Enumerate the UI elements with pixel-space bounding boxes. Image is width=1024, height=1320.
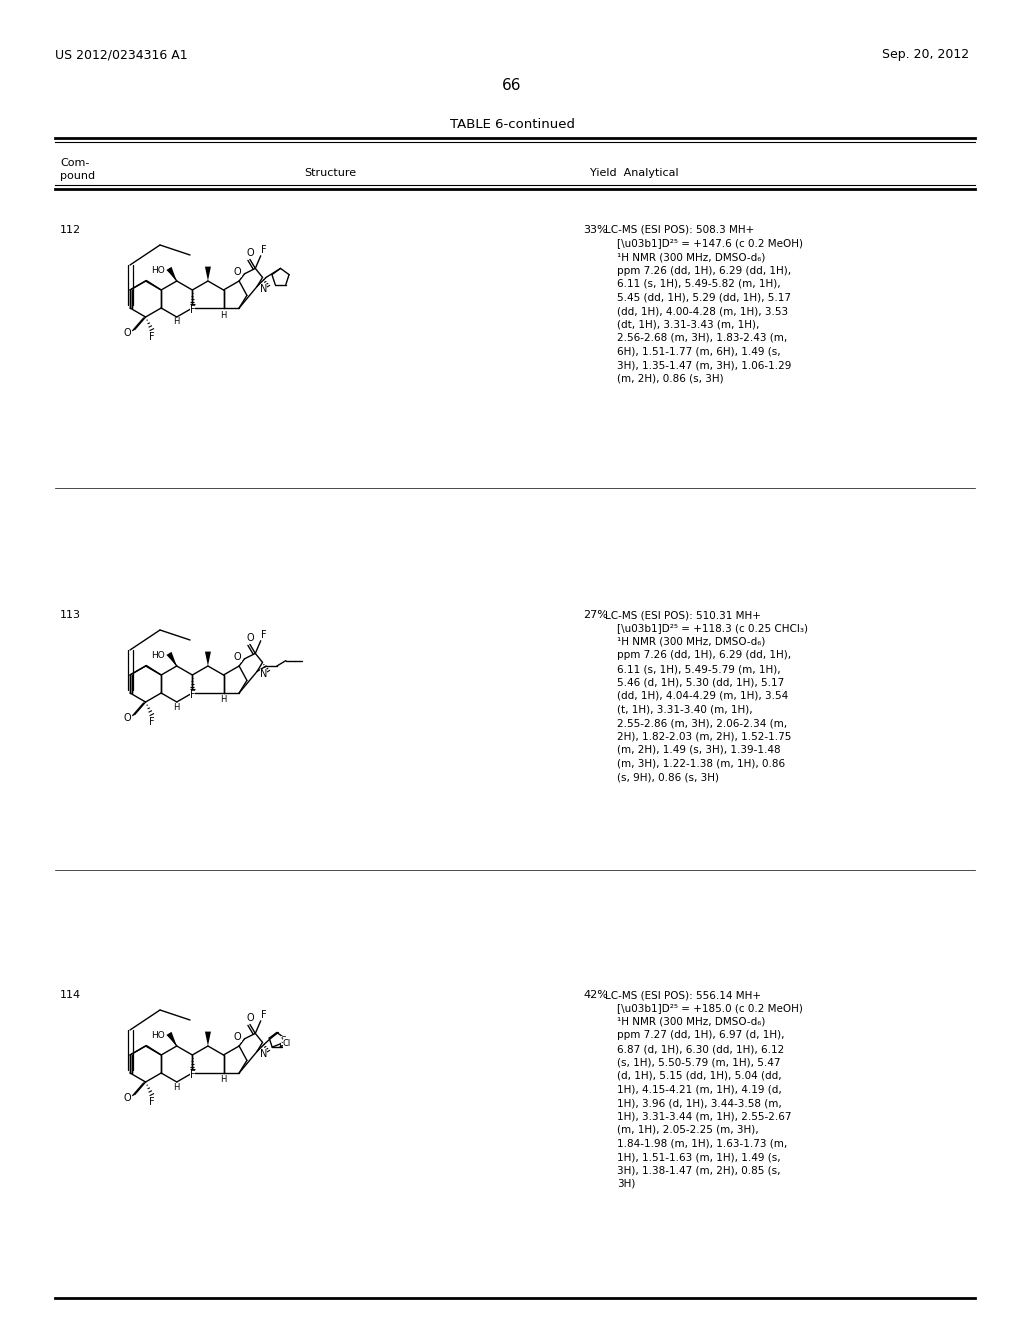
Text: Sep. 20, 2012: Sep. 20, 2012 bbox=[882, 48, 969, 61]
Text: O: O bbox=[123, 329, 131, 338]
Text: H: H bbox=[220, 1076, 226, 1085]
Text: (m, 2H), 1.49 (s, 3H), 1.39-1.48: (m, 2H), 1.49 (s, 3H), 1.39-1.48 bbox=[617, 744, 780, 755]
Polygon shape bbox=[167, 1032, 177, 1045]
Text: O: O bbox=[123, 1093, 131, 1104]
Text: N: N bbox=[260, 284, 267, 294]
Text: ¹H NMR (300 MHz, DMSO-d₆): ¹H NMR (300 MHz, DMSO-d₆) bbox=[617, 252, 765, 261]
Text: 112: 112 bbox=[60, 224, 81, 235]
Text: [\u03b1]D²⁵ = +185.0 (c 0.2 MeOH): [\u03b1]D²⁵ = +185.0 (c 0.2 MeOH) bbox=[617, 1003, 803, 1014]
Text: 1H), 3.31-3.44 (m, 1H), 2.55-2.67: 1H), 3.31-3.44 (m, 1H), 2.55-2.67 bbox=[617, 1111, 792, 1122]
Text: [\u03b1]D²⁵ = +118.3 (c 0.25 CHCl₃): [\u03b1]D²⁵ = +118.3 (c 0.25 CHCl₃) bbox=[617, 623, 808, 634]
Text: 6.11 (s, 1H), 5.49-5.82 (m, 1H),: 6.11 (s, 1H), 5.49-5.82 (m, 1H), bbox=[617, 279, 780, 289]
Text: H: H bbox=[174, 318, 180, 326]
Text: H: H bbox=[174, 1082, 180, 1092]
Text: (dt, 1H), 3.31-3.43 (m, 1H),: (dt, 1H), 3.31-3.43 (m, 1H), bbox=[617, 319, 760, 330]
Text: 27%: 27% bbox=[583, 610, 608, 620]
Text: (s, 9H), 0.86 (s, 3H): (s, 9H), 0.86 (s, 3H) bbox=[617, 772, 719, 781]
Text: 3H), 1.38-1.47 (m, 2H), 0.85 (s,: 3H), 1.38-1.47 (m, 2H), 0.85 (s, bbox=[617, 1166, 780, 1176]
Text: 6H), 1.51-1.77 (m, 6H), 1.49 (s,: 6H), 1.51-1.77 (m, 6H), 1.49 (s, bbox=[617, 346, 780, 356]
Text: HO: HO bbox=[152, 265, 165, 275]
Text: 3H): 3H) bbox=[617, 1179, 635, 1189]
Text: 6.11 (s, 1H), 5.49-5.79 (m, 1H),: 6.11 (s, 1H), 5.49-5.79 (m, 1H), bbox=[617, 664, 780, 675]
Text: F: F bbox=[261, 630, 266, 640]
Text: 1H), 1.51-1.63 (m, 1H), 1.49 (s,: 1H), 1.51-1.63 (m, 1H), 1.49 (s, bbox=[617, 1152, 780, 1162]
Polygon shape bbox=[205, 652, 211, 667]
Text: N: N bbox=[260, 669, 267, 680]
Text: 1.84-1.98 (m, 1H), 1.63-1.73 (m,: 1.84-1.98 (m, 1H), 1.63-1.73 (m, bbox=[617, 1138, 787, 1148]
Text: Com-: Com- bbox=[60, 158, 89, 168]
Text: 2.56-2.68 (m, 3H), 1.83-2.43 (m,: 2.56-2.68 (m, 3H), 1.83-2.43 (m, bbox=[617, 333, 787, 343]
Polygon shape bbox=[167, 652, 177, 667]
Text: N: N bbox=[260, 1049, 267, 1060]
Text: Yield  Analytical: Yield Analytical bbox=[590, 168, 679, 178]
Text: ppm 7.27 (dd, 1H), 6.97 (d, 1H),: ppm 7.27 (dd, 1H), 6.97 (d, 1H), bbox=[617, 1031, 784, 1040]
Text: F: F bbox=[189, 1071, 196, 1080]
Text: 2.55-2.86 (m, 3H), 2.06-2.34 (m,: 2.55-2.86 (m, 3H), 2.06-2.34 (m, bbox=[617, 718, 787, 729]
Text: 66: 66 bbox=[502, 78, 522, 92]
Text: Structure: Structure bbox=[304, 168, 356, 178]
Text: 5.45 (dd, 1H), 5.29 (dd, 1H), 5.17: 5.45 (dd, 1H), 5.29 (dd, 1H), 5.17 bbox=[617, 293, 791, 302]
Text: H: H bbox=[220, 696, 226, 705]
Text: F: F bbox=[189, 690, 196, 701]
Text: (dd, 1H), 4.00-4.28 (m, 1H), 3.53: (dd, 1H), 4.00-4.28 (m, 1H), 3.53 bbox=[617, 306, 788, 315]
Text: ppm 7.26 (dd, 1H), 6.29 (dd, 1H),: ppm 7.26 (dd, 1H), 6.29 (dd, 1H), bbox=[617, 651, 792, 660]
Text: HO: HO bbox=[152, 651, 165, 660]
Text: O: O bbox=[246, 632, 254, 643]
Text: 5.46 (d, 1H), 5.30 (dd, 1H), 5.17: 5.46 (d, 1H), 5.30 (dd, 1H), 5.17 bbox=[617, 677, 784, 688]
Text: ppm 7.26 (dd, 1H), 6.29 (dd, 1H),: ppm 7.26 (dd, 1H), 6.29 (dd, 1H), bbox=[617, 265, 792, 276]
Text: O: O bbox=[233, 1032, 242, 1041]
Text: F: F bbox=[261, 1010, 266, 1020]
Text: F: F bbox=[150, 1097, 155, 1106]
Text: O: O bbox=[123, 713, 131, 723]
Polygon shape bbox=[205, 1032, 211, 1045]
Text: LC-MS (ESI POS): 510.31 MH+: LC-MS (ESI POS): 510.31 MH+ bbox=[605, 610, 761, 620]
Text: H: H bbox=[220, 310, 226, 319]
Text: (t, 1H), 3.31-3.40 (m, 1H),: (t, 1H), 3.31-3.40 (m, 1H), bbox=[617, 705, 753, 714]
Text: 1H), 4.15-4.21 (m, 1H), 4.19 (d,: 1H), 4.15-4.21 (m, 1H), 4.19 (d, bbox=[617, 1085, 781, 1094]
Text: F: F bbox=[189, 305, 196, 315]
Polygon shape bbox=[167, 267, 177, 281]
Text: S: S bbox=[281, 1036, 287, 1045]
Polygon shape bbox=[205, 267, 211, 281]
Text: LC-MS (ESI POS): 556.14 MH+: LC-MS (ESI POS): 556.14 MH+ bbox=[605, 990, 761, 1001]
Text: (m, 1H), 2.05-2.25 (m, 3H),: (m, 1H), 2.05-2.25 (m, 3H), bbox=[617, 1125, 759, 1135]
Text: O: O bbox=[233, 267, 242, 277]
Text: HO: HO bbox=[152, 1031, 165, 1040]
Text: (m, 3H), 1.22-1.38 (m, 1H), 0.86: (m, 3H), 1.22-1.38 (m, 1H), 0.86 bbox=[617, 759, 785, 768]
Text: ¹H NMR (300 MHz, DMSO-d₆): ¹H NMR (300 MHz, DMSO-d₆) bbox=[617, 1016, 765, 1027]
Text: F: F bbox=[261, 246, 266, 255]
Text: 114: 114 bbox=[60, 990, 81, 1001]
Text: O: O bbox=[246, 1012, 254, 1023]
Text: US 2012/0234316 A1: US 2012/0234316 A1 bbox=[55, 48, 187, 61]
Text: (dd, 1H), 4.04-4.29 (m, 1H), 3.54: (dd, 1H), 4.04-4.29 (m, 1H), 3.54 bbox=[617, 690, 788, 701]
Text: F: F bbox=[150, 717, 155, 726]
Text: 2H), 1.82-2.03 (m, 2H), 1.52-1.75: 2H), 1.82-2.03 (m, 2H), 1.52-1.75 bbox=[617, 731, 792, 742]
Text: (s, 1H), 5.50-5.79 (m, 1H), 5.47: (s, 1H), 5.50-5.79 (m, 1H), 5.47 bbox=[617, 1057, 780, 1068]
Text: TABLE 6-continued: TABLE 6-continued bbox=[450, 117, 574, 131]
Text: F: F bbox=[150, 331, 155, 342]
Text: (d, 1H), 5.15 (dd, 1H), 5.04 (dd,: (d, 1H), 5.15 (dd, 1H), 5.04 (dd, bbox=[617, 1071, 781, 1081]
Text: 113: 113 bbox=[60, 610, 81, 620]
Text: ¹H NMR (300 MHz, DMSO-d₆): ¹H NMR (300 MHz, DMSO-d₆) bbox=[617, 638, 765, 647]
Text: 42%: 42% bbox=[583, 990, 608, 1001]
Text: Cl: Cl bbox=[283, 1039, 291, 1048]
Text: 33%: 33% bbox=[583, 224, 607, 235]
Text: pound: pound bbox=[60, 172, 95, 181]
Text: (m, 2H), 0.86 (s, 3H): (m, 2H), 0.86 (s, 3H) bbox=[617, 374, 724, 384]
Text: O: O bbox=[246, 248, 254, 257]
Text: [\u03b1]D²⁵ = +147.6 (c 0.2 MeOH): [\u03b1]D²⁵ = +147.6 (c 0.2 MeOH) bbox=[617, 239, 803, 248]
Text: 3H), 1.35-1.47 (m, 3H), 1.06-1.29: 3H), 1.35-1.47 (m, 3H), 1.06-1.29 bbox=[617, 360, 792, 370]
Text: 1H), 3.96 (d, 1H), 3.44-3.58 (m,: 1H), 3.96 (d, 1H), 3.44-3.58 (m, bbox=[617, 1098, 781, 1107]
Text: O: O bbox=[233, 652, 242, 661]
Text: 6.87 (d, 1H), 6.30 (dd, 1H), 6.12: 6.87 (d, 1H), 6.30 (dd, 1H), 6.12 bbox=[617, 1044, 784, 1053]
Text: LC-MS (ESI POS): 508.3 MH+: LC-MS (ESI POS): 508.3 MH+ bbox=[605, 224, 755, 235]
Text: H: H bbox=[174, 702, 180, 711]
